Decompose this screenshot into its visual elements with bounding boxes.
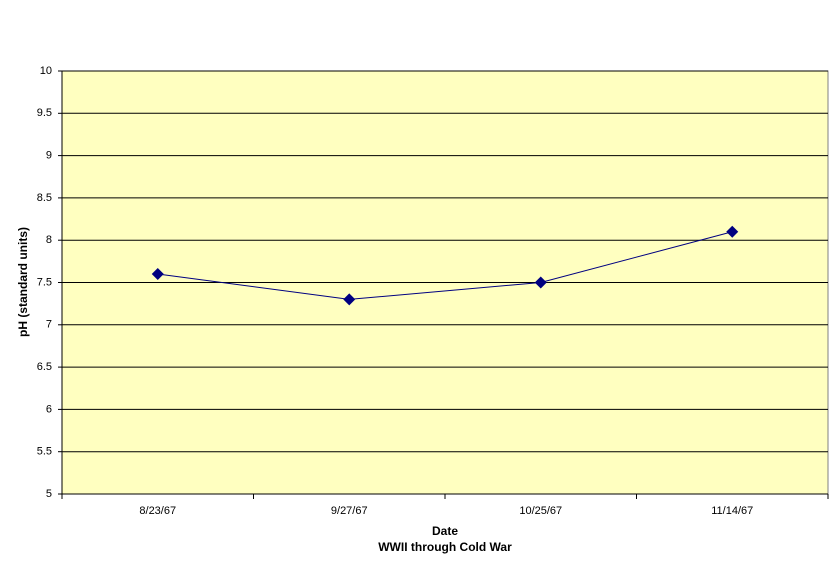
data-point <box>151 268 164 281</box>
x-tick-label: 8/23/67 <box>139 505 176 517</box>
data-point <box>726 225 739 238</box>
y-tick-label: 10 <box>40 65 52 77</box>
y-tick-label: 8.5 <box>37 192 52 204</box>
x-axis-note: WWII through Cold War <box>378 540 512 554</box>
x-axis-label: Date <box>432 524 458 538</box>
x-tick-label: 9/27/67 <box>331 505 368 517</box>
x-tick-label: 11/14/67 <box>711 505 753 517</box>
series-line <box>157 231 733 300</box>
y-tick-label: 5 <box>46 488 52 500</box>
y-axis-label: pH (standard units) <box>16 227 30 337</box>
y-tick-label: 6.5 <box>37 361 52 373</box>
y-tick-label: 9 <box>46 150 52 162</box>
data-point <box>534 276 547 289</box>
y-tick-label: 8 <box>46 234 52 246</box>
y-tick-label: 7 <box>46 319 52 331</box>
data-point <box>343 293 356 306</box>
y-tick-label: 9.5 <box>37 107 52 119</box>
x-tick-label: 10/25/67 <box>519 505 562 517</box>
y-tick-label: 6 <box>46 403 52 415</box>
y-tick-label: 5.5 <box>37 446 52 458</box>
y-tick-label: 7.5 <box>37 276 52 288</box>
